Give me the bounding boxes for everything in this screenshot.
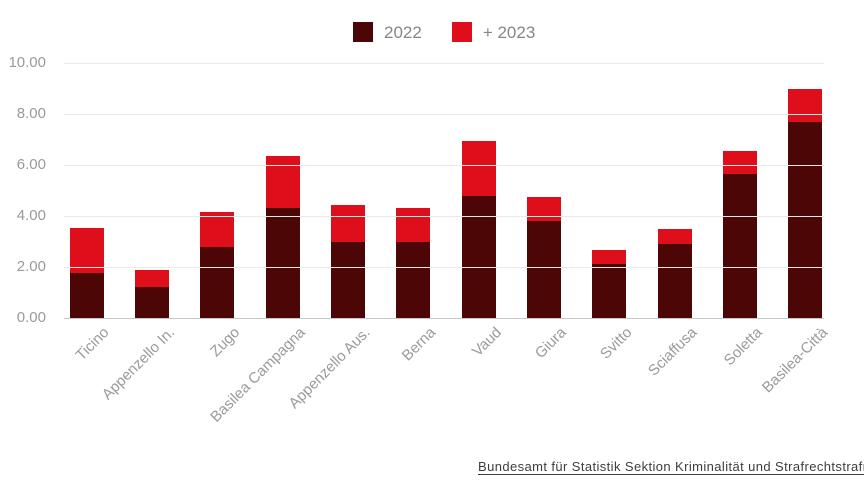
bar-stack-soletta [722,151,757,318]
bar-segment-2022[interactable] [200,246,235,318]
bar-stack-ticino [69,227,104,318]
bar-stack-vaud [461,140,496,318]
bar-segment-2022[interactable] [657,244,692,318]
bar-segment-2022[interactable] [134,287,169,318]
x-axis-tick-label: Zugo [207,324,244,361]
y-axis-tick-label: 0.00 [16,309,46,326]
legend-swatch-2022-icon [353,22,373,42]
bar-slot [119,63,184,318]
legend-swatch-2023-icon [451,22,472,42]
bar-segment-2022[interactable] [396,241,431,318]
bar-segment-2022[interactable] [592,264,627,318]
bar-segment-2022[interactable] [526,221,561,318]
gridline [64,114,824,115]
legend-label-2023: + 2023 [482,22,536,42]
bar-segment-2023[interactable] [788,88,823,122]
legend-item-2022[interactable]: 2022 [353,22,422,42]
bar-segment-2023[interactable] [461,140,496,196]
x-axis-tick-label: Vaud [468,324,505,361]
bar-stack-basilea-citt- [788,88,823,318]
x-axis-tick-label: Berna [399,324,440,365]
y-axis-tick-label: 10.00 [8,54,46,71]
y-axis-tick-label: 2.00 [16,258,46,275]
bar-stack-basilea-campagna [265,156,300,318]
bar-slot [642,63,707,318]
bar-slot [446,63,511,318]
bar-segment-2022[interactable] [69,273,104,318]
bar-stack-zugo [200,212,235,318]
bar-segment-2022[interactable] [788,121,823,318]
bar-slot [707,63,772,318]
bar-slot [511,63,576,318]
bar-stack-appenzello-aus- [330,204,365,318]
bar-slot [54,63,119,318]
bar-stack-sciaffusa [657,228,692,318]
bar-slot [773,63,838,318]
bar-segment-2023[interactable] [69,227,104,274]
bar-segment-2023[interactable] [657,228,692,245]
bar-stack-giura [526,196,561,318]
bar-segment-2023[interactable] [330,204,365,242]
legend-item-2023[interactable]: + 2023 [451,22,536,42]
y-axis-tick-label: 6.00 [16,156,46,173]
x-axis-tick-label: Basilea-Città [759,324,832,397]
x-axis-tick-label: Soletta [720,324,767,370]
bar-stack-berna [396,208,431,318]
bar-slot [315,63,380,318]
bar-segment-2022[interactable] [330,241,365,318]
gridline [64,63,824,64]
plot-area [54,63,838,319]
bar-segment-2022[interactable] [265,208,300,318]
bar-slot [577,63,642,318]
chart-legend: 2022 + 2023 [353,22,535,42]
bar-segment-2023[interactable] [526,196,561,222]
gridline [64,165,824,166]
gridline [64,267,824,268]
bar-segment-2022[interactable] [722,173,757,318]
bar-slot [185,63,250,318]
gridline [64,216,824,217]
bar-stack-appenzello-in- [134,269,169,318]
bar-segment-2023[interactable] [396,208,431,242]
x-axis-tick-label: Sciaffusa [645,324,701,380]
legend-label-2022: 2022 [384,22,422,42]
bar-slots [54,63,838,318]
bar-segment-2023[interactable] [134,269,169,288]
bar-slot [250,63,315,318]
source-link[interactable]: Bundesamt für Statistik Sektion Kriminal… [478,459,864,474]
bar-segment-2023[interactable] [265,156,300,209]
bar-slot [381,63,446,318]
x-axis-tick-label: Svitto [596,324,636,363]
x-axis-tick-label: Giura [532,324,571,362]
bar-segment-2023[interactable] [722,151,757,174]
gridline [64,318,824,319]
bar-segment-2023[interactable] [200,212,235,247]
y-axis-tick-label: 4.00 [16,207,46,224]
bar-segment-2023[interactable] [592,250,627,265]
bar-stack-svitto [592,250,627,318]
y-axis-tick-label: 8.00 [16,105,46,122]
bar-segment-2022[interactable] [461,195,496,318]
x-axis-tick-label: Ticino [72,324,113,364]
